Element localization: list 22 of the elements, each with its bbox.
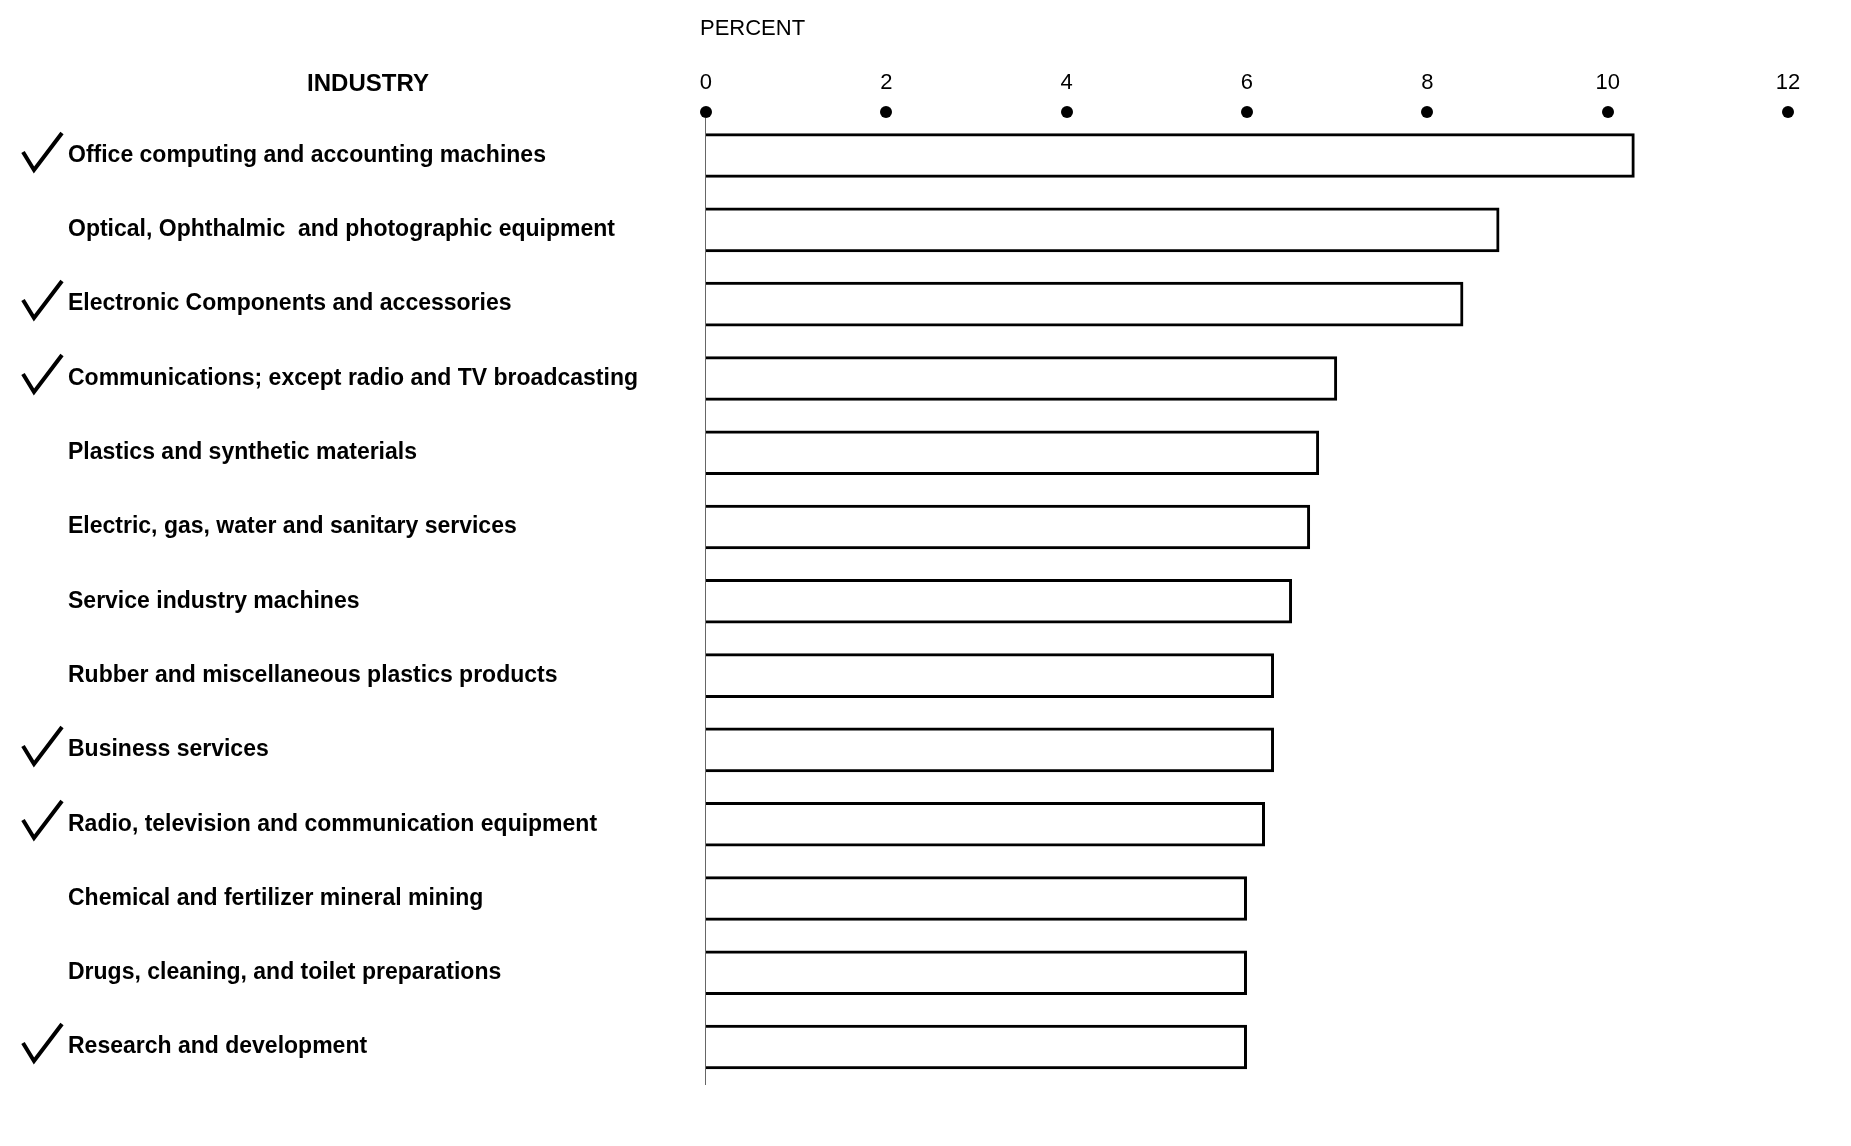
x-axis-title: PERCENT — [699, 15, 806, 41]
y-tick-label: Drugs, cleaning, and toilet preparations — [68, 958, 502, 985]
y-tick-label: Office computing and accounting machines — [68, 140, 546, 167]
x-tick-label: 4 — [1060, 69, 1073, 95]
y-tick-label: Electric, gas, water and sanitary services — [68, 512, 517, 539]
x-tick-label: 6 — [1240, 69, 1254, 95]
y-tick-label: Research and development — [68, 1032, 368, 1059]
y-tick-label: Service industry machines — [68, 586, 360, 613]
y-tick-label: Rubber and miscellaneous plastics products — [68, 660, 558, 687]
y-tick-label: Radio, television and communication equipment — [68, 809, 598, 836]
x-tick-label: 12 — [1775, 69, 1801, 95]
y-tick-label: Optical, Ophthalmic and photographic equipment — [68, 215, 616, 242]
x-tick-label: 2 — [880, 69, 893, 95]
y-tick-label: Business services — [68, 735, 269, 762]
y-tick-label: Plastics and synthetic materials — [68, 438, 417, 465]
y-tick-label: Electronic Components and accessories — [68, 289, 512, 316]
x-tick-label: 10 — [1595, 69, 1620, 95]
y-axis-title: INDUSTRY — [307, 68, 429, 96]
x-tick-label: 8 — [1421, 69, 1434, 95]
y-tick-label: Chemical and fertilizer mineral mining — [68, 883, 484, 910]
x-tick-label: 0 — [699, 69, 713, 95]
y-tick-label: Communications; except radio and TV broadcasting — [68, 363, 638, 390]
